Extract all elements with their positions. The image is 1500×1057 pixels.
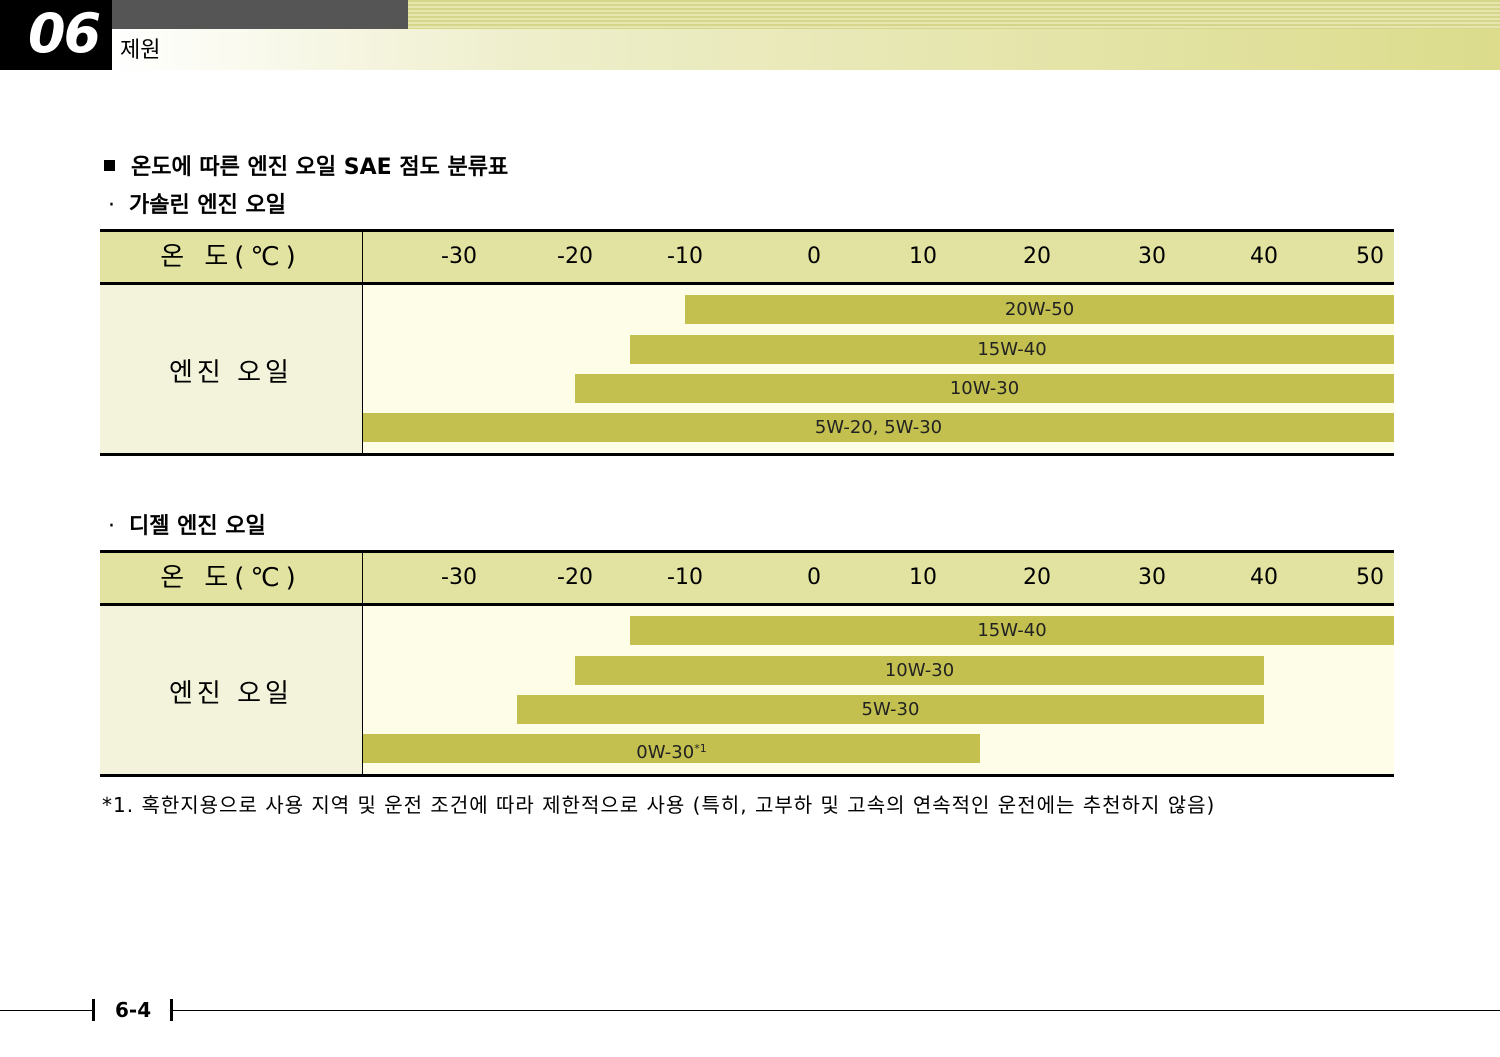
tick-label: 0 bbox=[807, 565, 821, 590]
chapter-title: 제원 bbox=[120, 38, 161, 63]
tick-label: 50 bbox=[1356, 244, 1384, 269]
table-top-rule bbox=[100, 550, 1394, 553]
tick-label: 40 bbox=[1250, 565, 1278, 590]
table-top-rule bbox=[100, 229, 1394, 232]
gasoline-oil-table: 온 도(℃) 엔진 오일 -30 -20 -10 0 10 20 30 40 50 20W-50… bbox=[100, 229, 1394, 456]
tick-label: 30 bbox=[1138, 565, 1166, 590]
bar-label: 10W-30 bbox=[884, 660, 955, 681]
tick-label: -20 bbox=[557, 244, 593, 269]
viscosity-bar: 15W-40 bbox=[630, 616, 1394, 645]
temperature-header: 온 도(℃) bbox=[160, 563, 302, 593]
table-header-row bbox=[100, 553, 1394, 603]
footer-bar-right bbox=[170, 999, 173, 1021]
bar-label: 10W-30 bbox=[949, 378, 1020, 399]
dot-bullet-icon: · bbox=[108, 514, 115, 539]
viscosity-bar: 5W-20, 5W-30 bbox=[363, 413, 1394, 442]
table-header-rule bbox=[100, 603, 1394, 606]
tick-label: 30 bbox=[1138, 244, 1166, 269]
table-bottom-rule bbox=[100, 453, 1394, 456]
tick-label: 20 bbox=[1023, 244, 1051, 269]
tick-label: -30 bbox=[441, 565, 477, 590]
table-column-rule bbox=[362, 232, 363, 453]
engine-oil-label: 엔진 오일 bbox=[169, 358, 293, 388]
table-header-row bbox=[100, 232, 1394, 282]
row-label-cell bbox=[100, 606, 362, 774]
temperature-header: 온 도(℃) bbox=[160, 242, 302, 272]
diesel-oil-table: 온 도(℃) 엔진 오일 -30 -20 -10 0 10 20 30 40 50 15W-40… bbox=[100, 550, 1394, 777]
engine-oil-label: 엔진 오일 bbox=[169, 679, 293, 709]
header-band bbox=[112, 29, 1500, 70]
section-heading: 온도에 따른 엔진 오일 SAE 점도 분류표 bbox=[104, 149, 508, 181]
tick-label: 40 bbox=[1250, 244, 1278, 269]
diesel-subtitle: 디젤 엔진 오일 bbox=[129, 514, 266, 539]
row-label-cell bbox=[100, 285, 362, 453]
viscosity-bar: 0W-30*1 bbox=[363, 734, 980, 763]
gasoline-subtitle: 가솔린 엔진 오일 bbox=[129, 193, 286, 218]
tick-label: -20 bbox=[557, 565, 593, 590]
bar-label: 5W-20, 5W-30 bbox=[814, 417, 943, 438]
chapter-number: 06 bbox=[28, 2, 101, 65]
bar-label: 15W-40 bbox=[977, 339, 1047, 360]
gasoline-heading: · 가솔린 엔진 오일 bbox=[108, 187, 286, 219]
footnote-mark: *1 bbox=[694, 742, 707, 755]
dot-bullet-icon: · bbox=[108, 193, 115, 218]
footer-bar-left bbox=[92, 999, 95, 1021]
tick-label: 10 bbox=[909, 565, 937, 590]
header-stripe bbox=[408, 0, 1500, 29]
tick-label: -30 bbox=[441, 244, 477, 269]
tick-label: 10 bbox=[909, 244, 937, 269]
tick-label: -10 bbox=[667, 244, 703, 269]
bar-label: 15W-40 bbox=[977, 620, 1047, 641]
tick-label: -10 bbox=[667, 565, 703, 590]
chapter-block bbox=[0, 0, 112, 70]
viscosity-bar: 10W-30 bbox=[575, 656, 1264, 685]
viscosity-bar: 10W-30 bbox=[575, 374, 1394, 403]
table-header-rule bbox=[100, 282, 1394, 285]
footnote: *1. 혹한지용으로 사용 지역 및 운전 조건에 따라 제한적으로 사용 (특… bbox=[102, 793, 1216, 817]
square-bullet-icon bbox=[104, 160, 115, 171]
table-column-rule bbox=[362, 553, 363, 774]
viscosity-bar: 15W-40 bbox=[630, 335, 1394, 364]
tick-label: 0 bbox=[807, 244, 821, 269]
tick-label: 50 bbox=[1356, 565, 1384, 590]
viscosity-bar: 20W-50 bbox=[685, 295, 1394, 324]
table-bottom-rule bbox=[100, 774, 1394, 777]
bar-label: 0W-30 bbox=[636, 742, 695, 763]
bar-label: 20W-50 bbox=[1004, 299, 1075, 320]
tick-label: 20 bbox=[1023, 565, 1051, 590]
section-title: 온도에 따른 엔진 오일 SAE 점도 분류표 bbox=[131, 155, 509, 180]
page-number: 6-4 bbox=[113, 998, 154, 1022]
header-gray-bar bbox=[112, 0, 408, 29]
footer-rule bbox=[0, 1010, 1500, 1011]
viscosity-bar: 5W-30 bbox=[517, 695, 1264, 724]
bar-label: 5W-30 bbox=[861, 699, 920, 720]
diesel-heading: · 디젤 엔진 오일 bbox=[108, 508, 266, 540]
